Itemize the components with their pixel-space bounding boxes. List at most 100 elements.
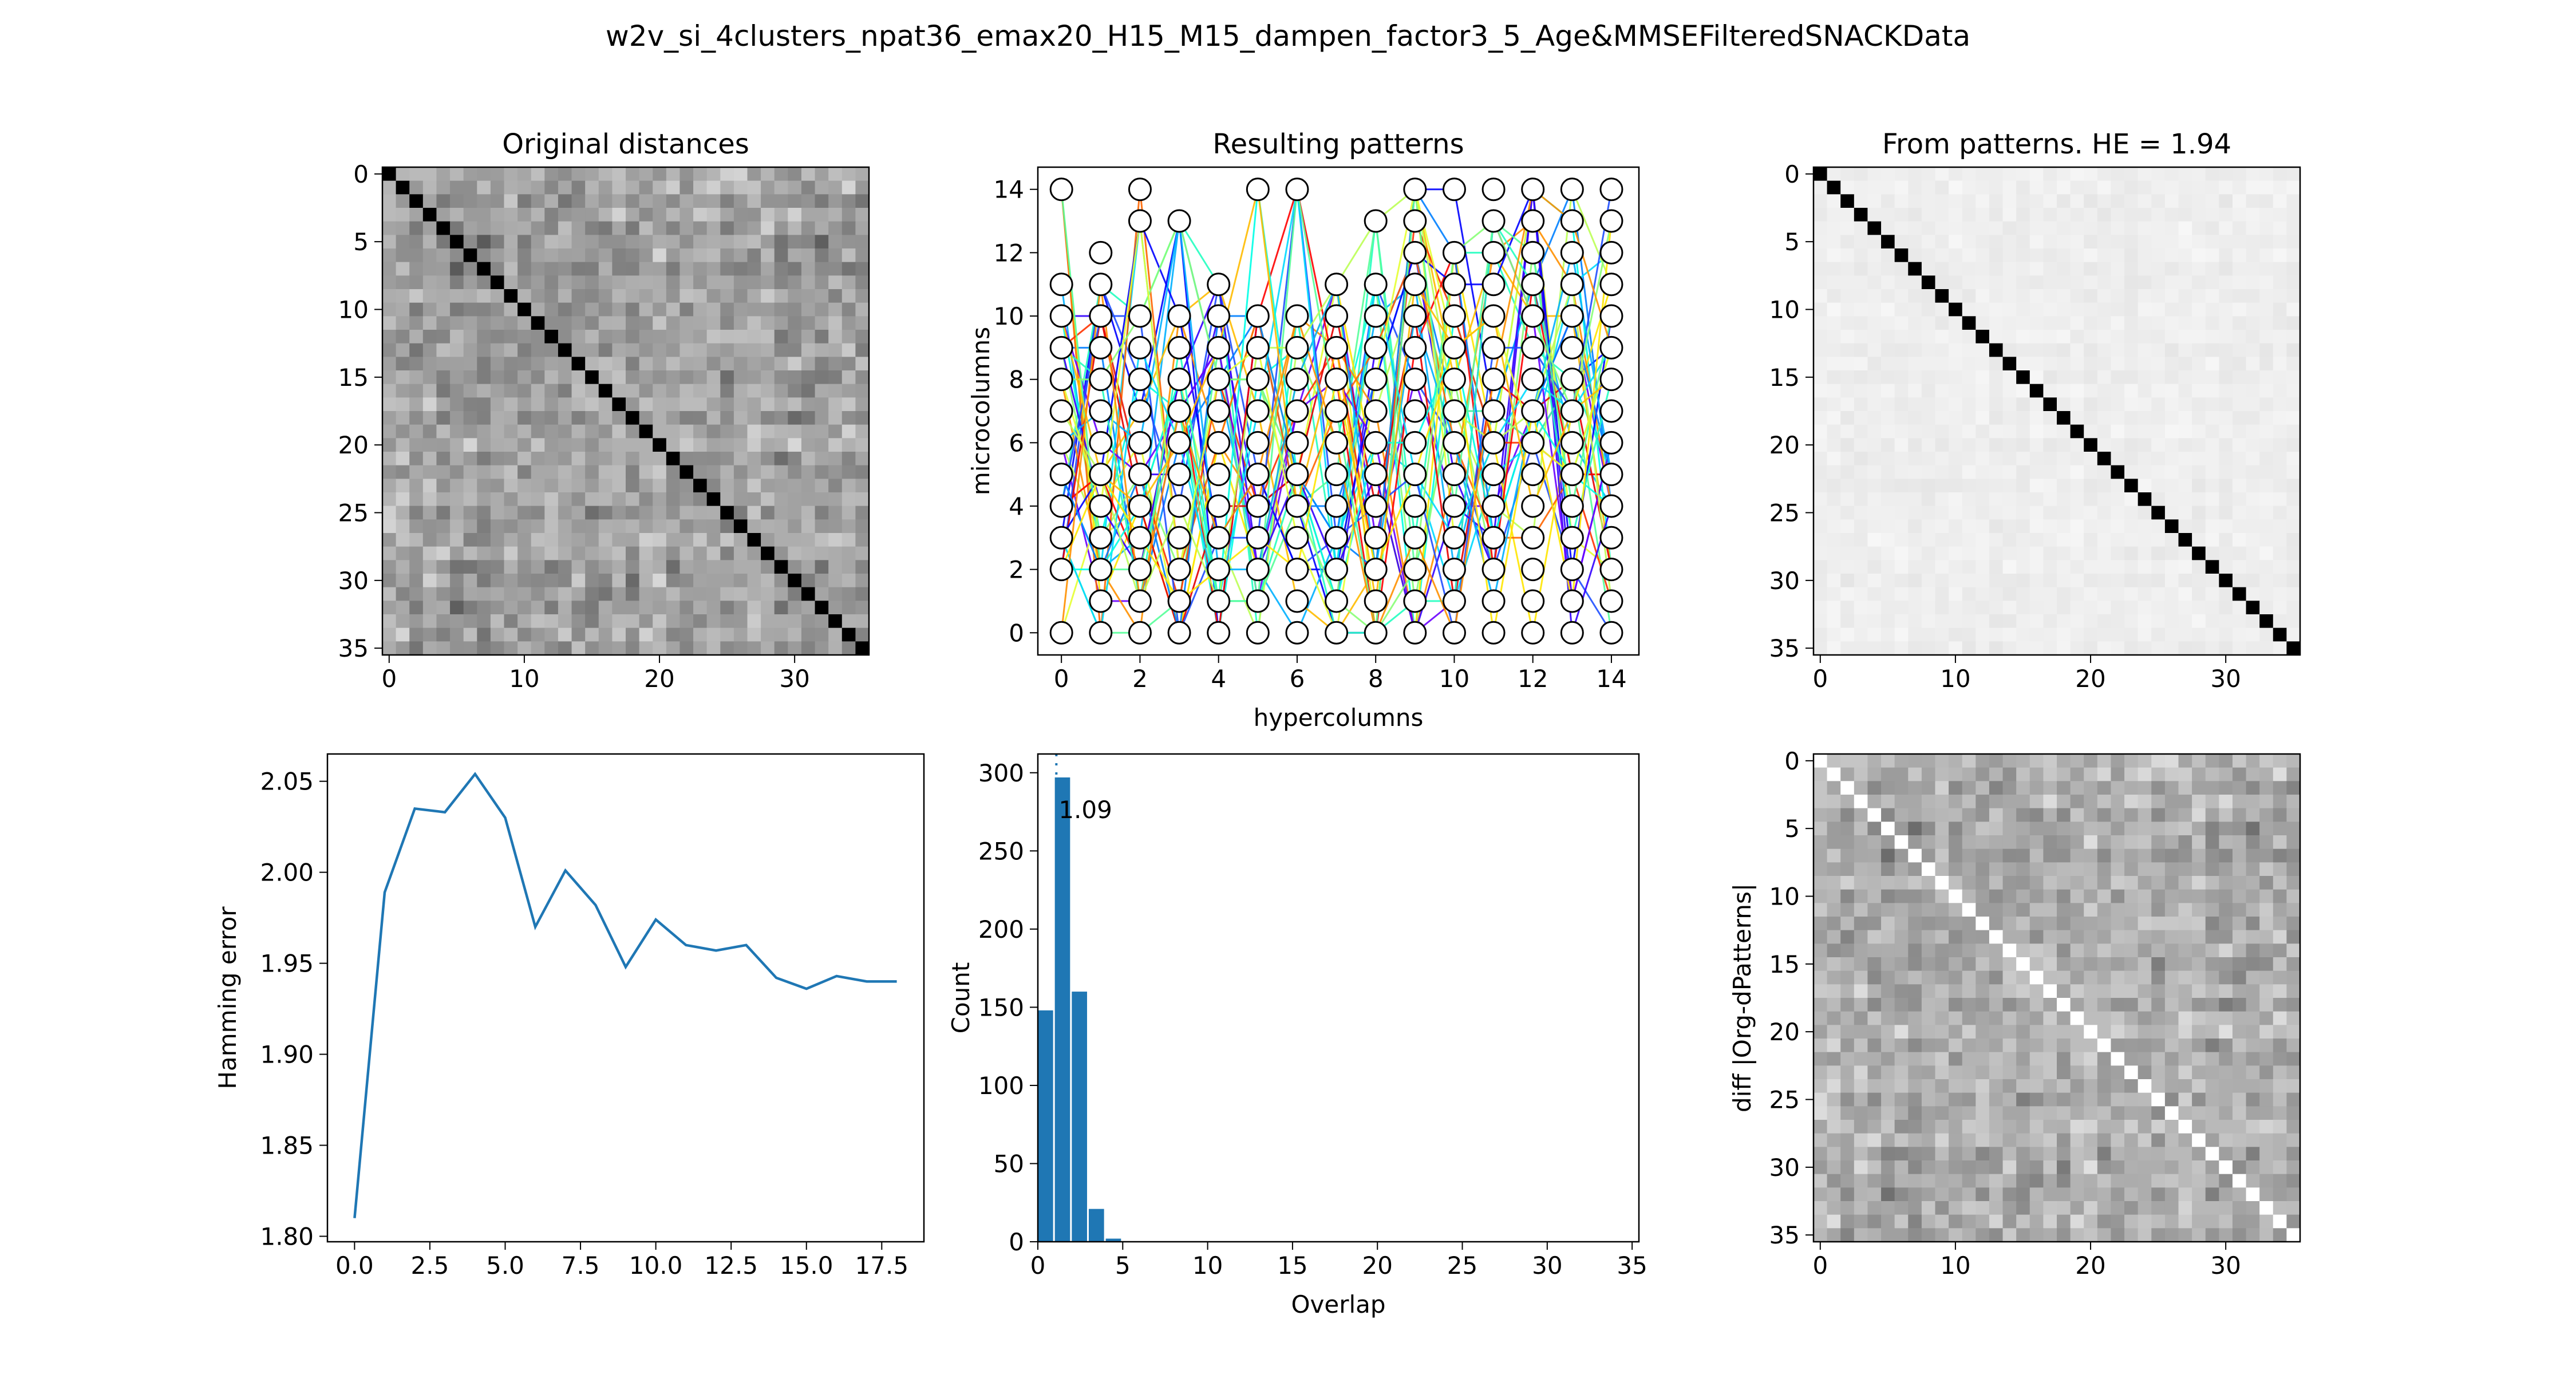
heatmap-cell <box>1840 862 1855 876</box>
heatmap-cell <box>841 370 856 385</box>
heatmap-cell <box>2097 1187 2112 1202</box>
heatmap-cell <box>1894 903 1909 917</box>
heatmap-cell <box>1867 397 1882 412</box>
heatmap-cell <box>2002 370 2017 385</box>
unit-marker <box>1521 463 1545 487</box>
heatmap-cell <box>2192 795 2206 809</box>
heatmap-cell <box>2002 479 2017 493</box>
heatmap-cell <box>409 506 424 520</box>
heatmap-cell <box>436 357 451 371</box>
heatmap-cell <box>1854 848 1868 863</box>
heatmap-cell <box>1962 835 1976 850</box>
heatmap-cell <box>2111 957 2125 972</box>
heatmap-cell <box>463 330 477 344</box>
heatmap-cell <box>2192 808 2206 822</box>
heatmap-cell <box>1976 1214 1990 1229</box>
heatmap-cell <box>1935 221 1949 235</box>
heatmap-cell <box>2151 1201 2166 1215</box>
heatmap-cell <box>531 546 545 560</box>
heatmap-cell <box>2192 930 2206 944</box>
heatmap-cell <box>2164 1052 2179 1066</box>
heatmap-cell <box>2070 1079 2084 1093</box>
heatmap-cell <box>720 302 734 317</box>
unit-marker <box>1049 526 1073 550</box>
heatmap-cell <box>477 641 491 656</box>
heatmap-cell <box>639 627 653 642</box>
heatmap-cell <box>1840 822 1855 836</box>
heatmap-cell <box>1962 194 1976 208</box>
heatmap-cell <box>2057 262 2071 276</box>
heatmap-cell <box>1962 795 1976 809</box>
heatmap-cell <box>612 560 626 574</box>
heatmap-cell <box>2151 289 2166 303</box>
heatmap-cell <box>626 180 640 195</box>
unit-marker <box>1599 431 1623 455</box>
heatmap-cell <box>2205 998 2219 1012</box>
panel-overlap-histogram: 1.090 5 10 15 20 25 30 35050100150200250300Over… <box>947 753 1647 1318</box>
heatmap-cell <box>2273 370 2287 385</box>
heatmap-cell <box>1921 506 1936 520</box>
unit-marker <box>1325 526 1349 550</box>
heatmap-cell <box>1827 795 1841 809</box>
heatmap-cell <box>1840 370 1855 385</box>
heatmap-cell <box>1989 167 2004 181</box>
heatmap-cell <box>2029 1065 2044 1080</box>
unit-marker <box>1285 526 1309 550</box>
heatmap-cell <box>1908 180 1922 195</box>
heatmap-cell <box>2246 835 2260 850</box>
heatmap-cell <box>2043 848 2057 863</box>
heatmap-cell <box>2084 1065 2098 1080</box>
heatmap-cell <box>1840 302 1855 317</box>
heatmap-cell <box>2164 767 2179 781</box>
unit-marker <box>1089 463 1113 487</box>
heatmap-cell <box>1989 1214 2004 1229</box>
heatmap-cell <box>531 587 545 601</box>
heatmap-cell <box>693 384 708 398</box>
heatmap-cell <box>2084 560 2098 574</box>
heatmap-cell <box>2138 970 2152 985</box>
heatmap-cell <box>2057 889 2071 903</box>
heatmap-cell <box>2124 903 2139 917</box>
heatmap-cell <box>2016 465 2030 479</box>
heatmap-cell <box>422 208 437 222</box>
heatmap-cell <box>2232 1133 2247 1147</box>
heatmap-cell <box>2084 221 2098 235</box>
heatmap-cell <box>2043 1079 2057 1093</box>
heatmap-cell <box>1921 1079 1936 1093</box>
heatmap-cell <box>490 316 505 330</box>
heatmap-cell <box>1908 357 1922 371</box>
heatmap-cell <box>396 519 410 534</box>
heatmap-cell <box>2097 316 2112 330</box>
heatmap-cell <box>2151 998 2166 1012</box>
y-tick-label: 20 <box>1769 431 1800 459</box>
heatmap-cell <box>720 180 734 195</box>
heatmap-cell <box>2043 235 2057 249</box>
heatmap-cell <box>761 546 775 560</box>
unit-marker <box>1521 368 1545 392</box>
heatmap-cell <box>1976 601 1990 615</box>
heatmap-cell <box>2057 1133 2071 1147</box>
heatmap-cell <box>2205 848 2219 863</box>
heatmap-cell <box>1881 903 1895 917</box>
heatmap-cell <box>1962 479 1976 493</box>
heatmap-cell <box>517 248 532 263</box>
heatmap-cell <box>1827 970 1841 985</box>
heatmap-cell <box>2151 1011 2166 1025</box>
heatmap-cell <box>2178 424 2192 439</box>
heatmap-cell <box>396 275 410 290</box>
heatmap-cell <box>1921 411 1936 425</box>
heatmap-cell <box>2219 1160 2233 1175</box>
heatmap-cell <box>490 438 505 452</box>
heatmap-cell <box>490 533 505 547</box>
unit-marker <box>1167 494 1191 518</box>
x-tick-label: 0 <box>1812 665 1828 693</box>
heatmap-cell <box>1962 889 1976 903</box>
heatmap-cell <box>2219 370 2233 385</box>
heatmap-cell <box>1949 889 1963 903</box>
heatmap-cell <box>788 641 802 656</box>
heatmap-cell <box>1854 302 1868 317</box>
heatmap-cell <box>1854 1120 1868 1134</box>
heatmap-cell <box>2029 397 2044 412</box>
heatmap-cell <box>1894 889 1909 903</box>
heatmap-cell <box>2164 302 2179 317</box>
